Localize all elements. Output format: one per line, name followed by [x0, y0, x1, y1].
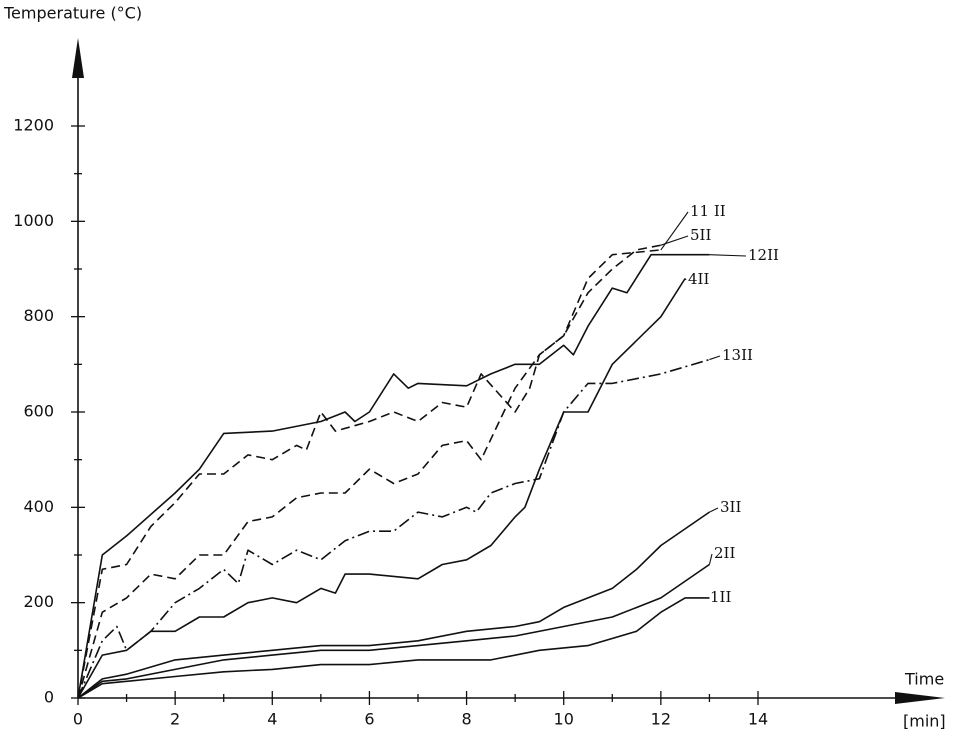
- label-leader: [660, 235, 689, 246]
- x-tick-label: 4: [267, 710, 277, 729]
- series-label: 4II: [688, 270, 709, 288]
- series-label: 5II: [690, 226, 711, 244]
- y-tick-label: 1200: [13, 116, 54, 135]
- series-line: [77, 511, 710, 699]
- y-tick-label: 400: [23, 497, 54, 516]
- x-tick-label: 0: [73, 710, 83, 729]
- series-line: [77, 563, 710, 699]
- x-axis-unit: [min]: [903, 712, 946, 731]
- series-label: 13II: [722, 346, 753, 364]
- series-line: [77, 249, 661, 699]
- series-line: [77, 597, 710, 699]
- x-tick-label: 10: [554, 710, 574, 729]
- y-tick-label: 600: [23, 402, 54, 421]
- series-line: [77, 358, 710, 699]
- label-leader: [708, 553, 713, 565]
- y-tick-label: 200: [23, 592, 54, 611]
- series-label: 11 II: [690, 202, 726, 220]
- y-axis-arrow: [72, 38, 84, 78]
- label-leader: [709, 254, 747, 257]
- series-label: 12II: [748, 246, 779, 264]
- series-label: 3II: [720, 498, 741, 516]
- series-label: 1II: [710, 588, 731, 606]
- y-axis-label: Temperature (°C): [3, 4, 142, 23]
- x-tick-label: 12: [651, 710, 671, 729]
- series-line: [77, 278, 686, 699]
- x-tick-label: 2: [170, 710, 180, 729]
- label-leader: [684, 278, 687, 281]
- x-axis-label: Time: [904, 670, 944, 689]
- series-line: [77, 253, 710, 699]
- label-leader: [709, 507, 719, 513]
- y-tick-label: 0: [44, 688, 54, 707]
- y-tick-label: 800: [23, 306, 54, 325]
- x-tick-label: 6: [364, 710, 374, 729]
- label-leader: [709, 355, 721, 361]
- x-tick-label: 14: [748, 710, 768, 729]
- series-line: [77, 244, 662, 699]
- y-tick-label: 1000: [13, 211, 54, 230]
- x-tick-label: 8: [461, 710, 471, 729]
- series-label: 2II: [714, 544, 735, 562]
- x-axis-arrow: [895, 692, 945, 704]
